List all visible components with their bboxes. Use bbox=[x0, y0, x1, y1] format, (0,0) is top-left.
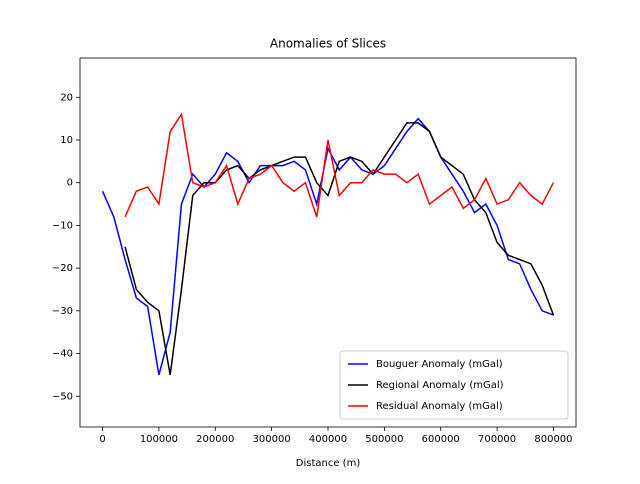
plot-frame bbox=[79, 57, 577, 428]
x-tick-label: 700000 bbox=[478, 434, 516, 445]
y-tick-label: 0 bbox=[67, 178, 73, 189]
x-tick-label: 600000 bbox=[422, 434, 460, 445]
y-tick-label: −10 bbox=[52, 220, 73, 231]
data-line bbox=[124, 122, 555, 376]
x-axis-label: Distance (m) bbox=[296, 458, 361, 469]
legend-label: Bouguer Anomaly (mGal) bbox=[376, 359, 503, 370]
chart-title: Anomalies of Slices bbox=[270, 37, 386, 51]
legend-label: Regional Anomaly (mGal) bbox=[376, 380, 504, 391]
x-tick-label: 300000 bbox=[253, 434, 291, 445]
x-tick-label: 0 bbox=[99, 434, 105, 445]
data-line bbox=[101, 117, 554, 376]
y-tick-label: −20 bbox=[52, 263, 73, 274]
y-tick-label: −50 bbox=[52, 391, 73, 402]
x-tick-label: 400000 bbox=[309, 434, 347, 445]
x-tick-label: 100000 bbox=[140, 434, 178, 445]
x-tick-label: 200000 bbox=[196, 434, 234, 445]
y-tick-label: 10 bbox=[60, 135, 73, 146]
x-tick-label: 800000 bbox=[534, 434, 572, 445]
legend-box bbox=[339, 350, 569, 420]
x-tick-label: 500000 bbox=[365, 434, 403, 445]
y-tick-label: −40 bbox=[52, 349, 73, 360]
legend-label: Residual Anomaly (mGal) bbox=[376, 401, 503, 412]
data-line bbox=[124, 112, 555, 218]
y-tick-label: −30 bbox=[52, 306, 73, 317]
y-tick-label: 20 bbox=[60, 92, 73, 103]
